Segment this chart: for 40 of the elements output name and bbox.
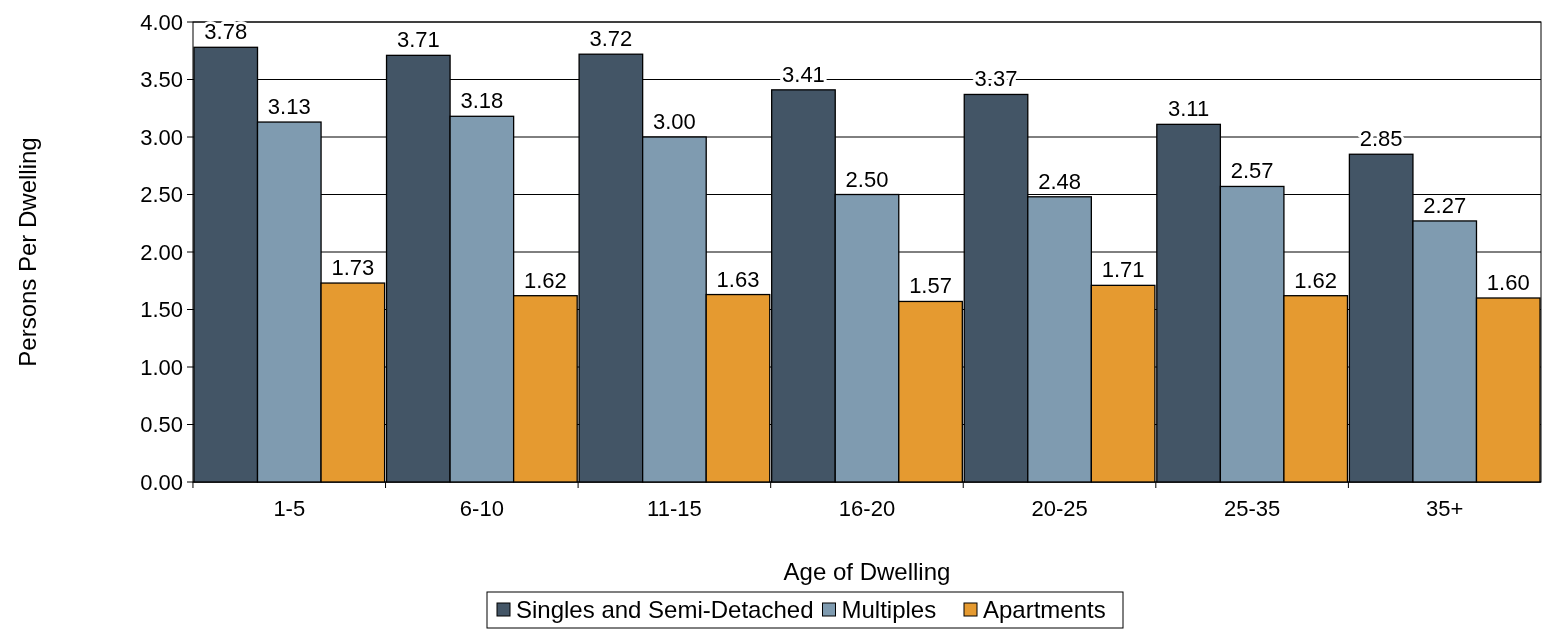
y-tick-label: 0.00 (140, 469, 183, 495)
x-axis-title: Age of Dwelling (783, 558, 951, 585)
data-label: 2.50 (845, 166, 889, 192)
y-tick-label: 4.00 (140, 9, 183, 35)
data-label: 2.57 (1230, 158, 1274, 184)
data-label: 1.63 (716, 266, 760, 292)
legend-label: Apartments (983, 596, 1106, 624)
x-tick-label: 11-15 (647, 496, 702, 521)
data-label: 3.13 (267, 94, 311, 120)
data-label: 3.71 (396, 27, 440, 53)
data-label: 3.00 (653, 109, 696, 134)
data-label: 2.85 (1359, 126, 1403, 152)
data-label: 3.18 (460, 88, 504, 114)
data-label: 1.71 (1101, 257, 1145, 283)
y-tick-label: 1.50 (140, 297, 183, 323)
x-tick-label: 20-25 (1031, 496, 1088, 521)
x-tick-label: 6-10 (459, 496, 504, 521)
data-label: 1.62 (523, 267, 567, 293)
data-label: 1.57 (909, 273, 952, 299)
data-label: 3.78 (204, 19, 248, 45)
data-label: 2.27 (1423, 192, 1467, 218)
data-label: 3.11 (1168, 96, 1210, 122)
data-label: 1.62 (1294, 267, 1338, 293)
data-label: 2.48 (1038, 168, 1081, 194)
legend-label: Multiples (841, 596, 937, 624)
legend-label: Singles and Semi-Detached (516, 596, 814, 624)
y-tick-label: 2.50 (140, 182, 183, 208)
x-tick-label: 35+ (1426, 496, 1464, 521)
y-tick-label: 1.00 (140, 354, 183, 380)
y-axis-title: Persons Per Dwelling (14, 137, 41, 367)
data-label: 1.73 (331, 255, 375, 281)
data-label: 1.60 (1486, 270, 1530, 295)
x-tick-label: 25-35 (1224, 496, 1281, 521)
y-tick-label: 3.00 (140, 124, 183, 150)
x-tick-label: 16-20 (838, 496, 896, 521)
y-tick-label: 0.50 (140, 412, 183, 438)
data-label: 3.72 (589, 26, 633, 52)
x-tick-label: 1-5 (273, 496, 306, 521)
y-tick-label: 3.50 (140, 67, 183, 93)
y-tick-label: 2.00 (140, 239, 183, 265)
